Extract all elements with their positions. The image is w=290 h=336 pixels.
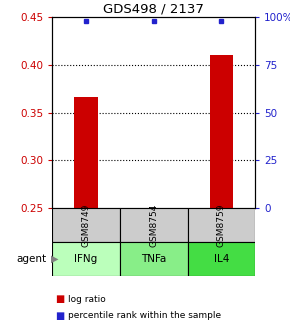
Text: percentile rank within the sample: percentile rank within the sample: [68, 311, 221, 320]
Bar: [120, 208, 188, 242]
Bar: [142, 208, 166, 209]
Text: IL4: IL4: [214, 254, 229, 264]
Bar: [188, 242, 255, 276]
Text: log ratio: log ratio: [68, 295, 106, 303]
Bar: [74, 97, 98, 208]
Text: TNFa: TNFa: [141, 254, 166, 264]
Bar: [52, 242, 120, 276]
Text: GSM8754: GSM8754: [149, 203, 158, 247]
Text: ▶: ▶: [51, 254, 58, 264]
Text: IFNg: IFNg: [75, 254, 98, 264]
Bar: [52, 208, 120, 242]
Title: GDS498 / 2137: GDS498 / 2137: [103, 3, 204, 16]
Bar: [120, 242, 188, 276]
Text: ■: ■: [55, 294, 64, 304]
Text: GSM8749: GSM8749: [81, 203, 90, 247]
Text: ■: ■: [55, 311, 64, 321]
Text: agent: agent: [16, 254, 46, 264]
Text: GSM8759: GSM8759: [217, 203, 226, 247]
Bar: [188, 208, 255, 242]
Bar: [209, 55, 233, 208]
